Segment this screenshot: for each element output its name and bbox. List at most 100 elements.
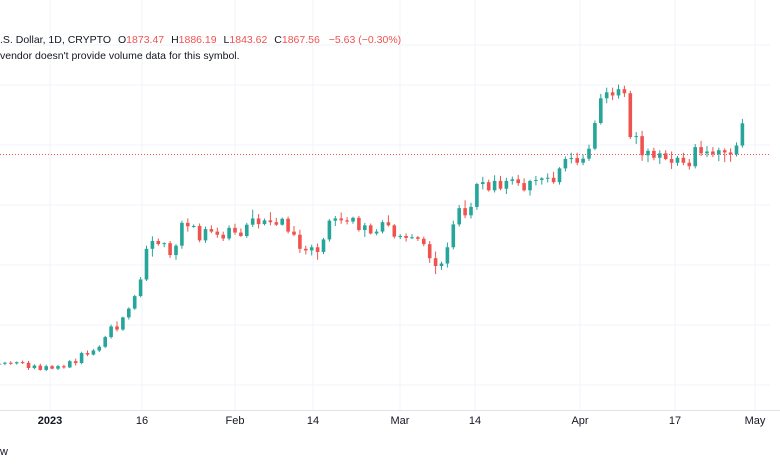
candle-up <box>492 180 497 191</box>
candle-down <box>522 183 526 191</box>
candle-up <box>162 243 166 245</box>
volume-note: vendor doesn't provide volume data for t… <box>0 50 240 62</box>
candle-down <box>463 208 467 216</box>
candle-up <box>127 308 131 318</box>
candle-up <box>475 184 479 207</box>
candle-up <box>203 229 208 241</box>
candle-down <box>392 225 397 237</box>
candle-down <box>168 243 172 256</box>
close-label: C <box>274 34 282 46</box>
candle-down <box>274 222 279 225</box>
candle-down <box>628 93 633 138</box>
candle-down <box>669 158 674 163</box>
ohlc-legend: .S. Dollar, 1D, CRYPTO O1873.47 H1886.19… <box>0 33 401 47</box>
candle-down <box>433 258 438 267</box>
candle-up <box>14 362 19 364</box>
candle-down <box>386 222 391 226</box>
x-tick-label: 17 <box>668 415 682 427</box>
candle-down <box>640 136 644 156</box>
candle-down <box>9 362 13 364</box>
candle-up <box>380 222 385 232</box>
candle-down <box>345 220 349 222</box>
candle-up <box>174 245 178 256</box>
candle-up <box>646 150 650 156</box>
candle-down <box>722 150 727 153</box>
candle-down <box>339 218 343 221</box>
candle-up <box>79 353 84 364</box>
candle-up <box>262 220 267 225</box>
candle-down <box>62 366 66 368</box>
candle-up <box>144 248 149 280</box>
candle-up <box>280 218 284 225</box>
candle-up <box>545 177 550 179</box>
candle-down <box>20 362 25 364</box>
candle-up <box>693 147 697 167</box>
footer-label: w <box>0 446 8 458</box>
candle-down <box>197 225 202 241</box>
candle-up <box>374 231 379 234</box>
candle-up <box>245 224 249 236</box>
candle-down <box>486 182 491 191</box>
x-tick-label: Feb <box>225 415 245 427</box>
candle-down <box>498 180 503 189</box>
candle-up <box>227 227 231 239</box>
candle-up <box>138 279 143 297</box>
candle-down <box>26 362 31 369</box>
high-label: H <box>171 34 179 46</box>
x-tick-label: Mar <box>390 415 410 427</box>
candle-up <box>604 92 609 99</box>
candle-up <box>675 157 680 163</box>
candle-down <box>681 157 686 163</box>
candle-down <box>516 179 520 184</box>
candle-up <box>150 240 155 249</box>
candle-up <box>510 179 515 181</box>
candle-up <box>658 153 662 158</box>
candle-up <box>557 168 562 183</box>
candle-up <box>540 178 544 180</box>
low-value: 1843.62 <box>229 34 268 46</box>
x-tick-label: Apr <box>571 415 589 427</box>
open-label: O <box>118 34 127 46</box>
candle-down <box>652 150 656 158</box>
candle-up <box>398 235 402 237</box>
candle-up <box>180 222 184 246</box>
candle-up <box>363 225 367 231</box>
candle-down <box>368 225 373 234</box>
candle-down <box>156 240 161 245</box>
candle-down <box>622 89 627 94</box>
price-scale-edge <box>770 0 780 440</box>
candle-down <box>663 153 668 159</box>
high-value: 1886.19 <box>178 34 217 46</box>
candle-down <box>711 151 715 155</box>
candle-up <box>634 136 638 138</box>
candle-up <box>250 218 255 225</box>
candle-up <box>91 350 96 355</box>
candle-up <box>309 247 314 251</box>
candle-up <box>717 150 721 155</box>
candle-up <box>581 158 585 163</box>
x-tick-label: 14 <box>306 415 320 427</box>
candle-down <box>215 231 220 235</box>
candle-down <box>699 147 703 154</box>
candle-down <box>268 220 273 223</box>
candle-down <box>404 235 408 238</box>
candle-down <box>38 365 43 370</box>
candle-up <box>132 296 137 309</box>
candle-down <box>422 238 426 245</box>
candle-down <box>551 177 556 183</box>
candle-up <box>321 239 326 252</box>
candle-up <box>68 361 72 368</box>
close-value: 1867.56 <box>281 34 320 46</box>
candle-up <box>327 220 332 240</box>
candle-down <box>209 229 214 232</box>
candle-up <box>451 224 456 248</box>
symbol-label: .S. Dollar, 1D, CRYPTO <box>0 34 112 46</box>
candle-up <box>504 180 509 189</box>
candle-up <box>481 182 485 185</box>
candle-series <box>0 84 745 372</box>
x-tick-label: 16 <box>135 415 149 427</box>
candle-down <box>50 366 54 369</box>
candle-down <box>256 218 261 225</box>
candle-down <box>186 222 190 227</box>
